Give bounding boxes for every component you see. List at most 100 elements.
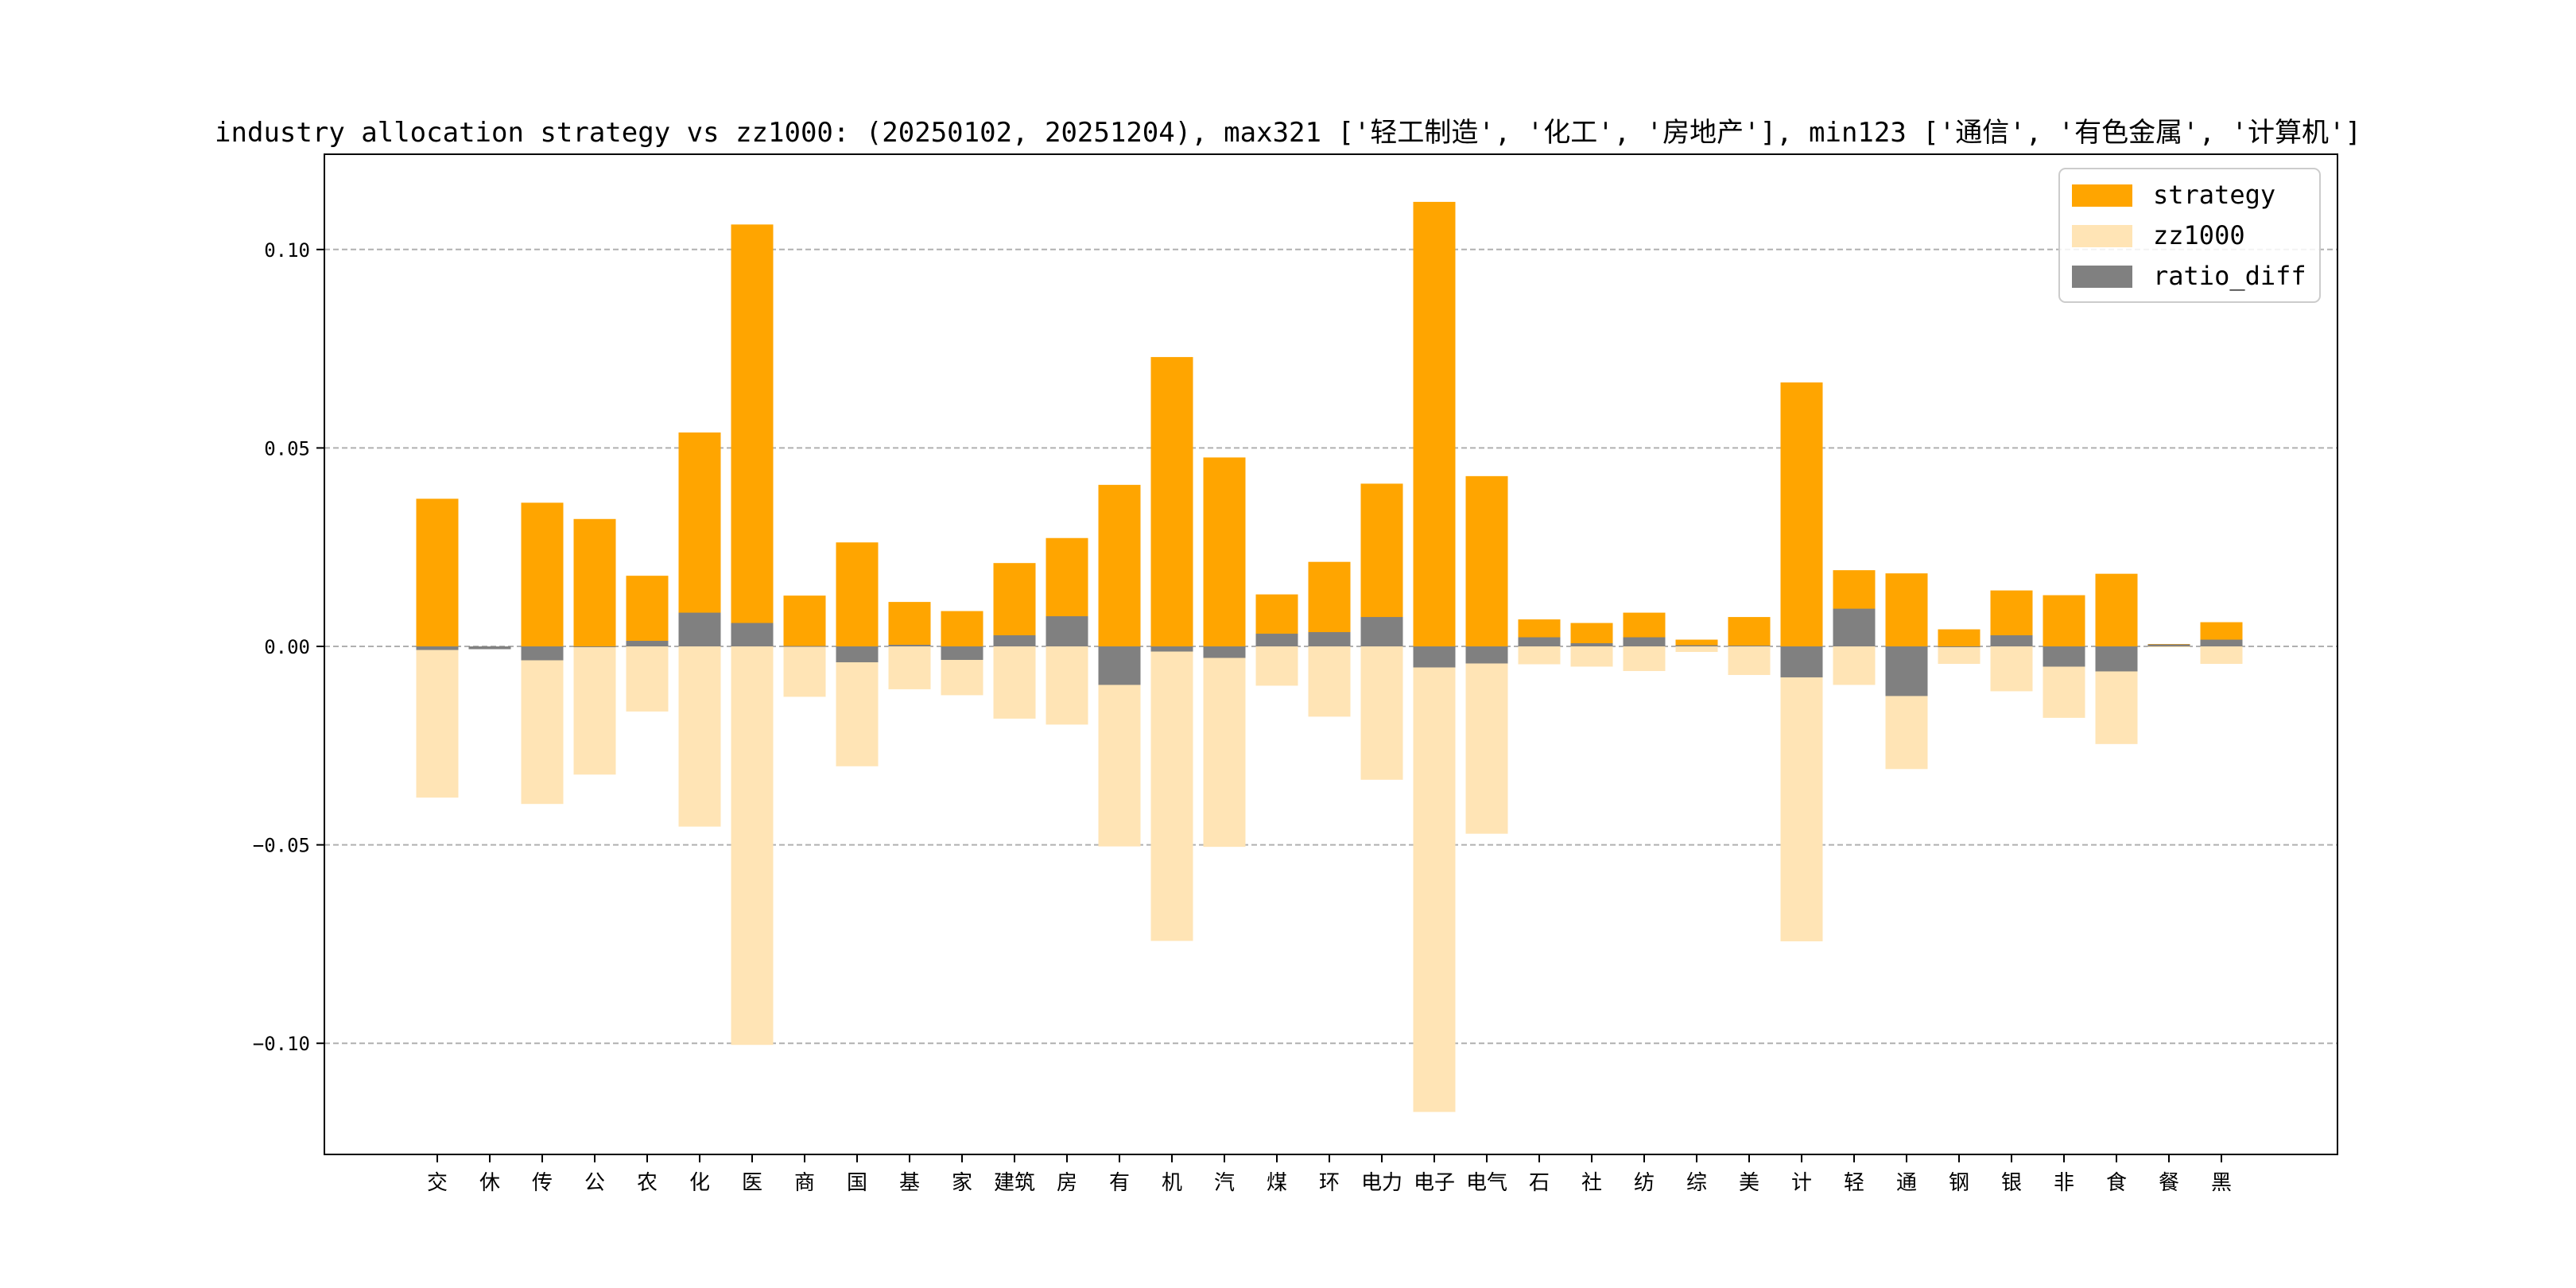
x-tick-label: 非 [2054, 1171, 2074, 1195]
bar-zz1000-传 [521, 646, 564, 805]
x-tick-label: 美 [1739, 1171, 1759, 1195]
x-tick-label: 计 [1791, 1171, 1812, 1195]
x-tick-label: 环 [1319, 1171, 1340, 1195]
legend-swatch-zz1000 [2072, 225, 2132, 247]
bar-ratio_diff-公 [573, 646, 616, 648]
bar-ratio_diff-交 [416, 646, 459, 650]
chart-title: industry allocation strategy vs zz1000: … [215, 117, 2361, 149]
bar-zz1000-汽 [1203, 646, 1246, 848]
bar-strategy-公 [573, 518, 616, 647]
bar-strategy-食 [2095, 573, 2138, 647]
bar-strategy-电气 [1465, 475, 1508, 647]
bar-ratio_diff-石 [1518, 637, 1561, 647]
x-tick-label: 石 [1529, 1171, 1550, 1195]
bar-strategy-有 [1098, 484, 1141, 647]
legend-label-ratio_diff: ratio_diff [2153, 261, 2306, 291]
x-tick-label: 农 [637, 1171, 658, 1195]
bar-zz1000-化 [678, 646, 721, 827]
bar-strategy-汽 [1203, 457, 1246, 647]
bar-ratio_diff-化 [678, 612, 721, 647]
legend-swatch-ratio_diff [2072, 266, 2132, 288]
x-tick-label: 食 [2106, 1171, 2127, 1195]
bar-ratio_diff-家 [941, 646, 983, 660]
bar-zz1000-建筑 [993, 646, 1036, 719]
x-tick-label: 煤 [1267, 1171, 1287, 1195]
x-tick-label: 电子 [1414, 1171, 1455, 1195]
bar-zz1000-纺 [1623, 646, 1666, 671]
bar-strategy-商 [783, 596, 826, 647]
bar-zz1000-银 [1990, 646, 2033, 692]
bar-ratio_diff-休 [468, 646, 511, 650]
bar-ratio_diff-医 [731, 623, 774, 647]
x-tick-label: 医 [742, 1171, 762, 1195]
bar-ratio_diff-钢 [1938, 646, 1980, 648]
bar-ratio_diff-环 [1308, 632, 1351, 647]
bar-ratio_diff-食 [2095, 646, 2138, 672]
bar-ratio_diff-非 [2043, 646, 2085, 667]
bar-zz1000-交 [416, 646, 459, 798]
bar-ratio_diff-电子 [1413, 646, 1456, 668]
x-tick-label: 纺 [1634, 1171, 1655, 1195]
bar-ratio_diff-餐 [2147, 644, 2190, 647]
bar-zz1000-农 [626, 646, 669, 712]
x-tick-label: 轻 [1844, 1171, 1864, 1195]
bar-strategy-交 [416, 499, 459, 647]
bar-zz1000-电气 [1465, 646, 1508, 834]
bar-strategy-机 [1150, 357, 1193, 647]
bar-zz1000-商 [783, 646, 826, 697]
x-tick-label: 房 [1057, 1171, 1077, 1195]
bar-ratio_diff-基 [888, 645, 931, 647]
bar-ratio_diff-电气 [1465, 646, 1508, 664]
bar-ratio_diff-通 [1885, 646, 1928, 696]
bar-strategy-通 [1885, 573, 1928, 647]
bar-zz1000-黑 [2200, 646, 2243, 664]
legend-swatch-strategy [2072, 184, 2132, 207]
bar-strategy-家 [941, 611, 983, 647]
legend: strategy zz1000 ratio_diff [2058, 168, 2321, 303]
bar-ratio_diff-国 [836, 646, 879, 662]
bar-zz1000-美 [1728, 646, 1771, 675]
bar-strategy-医 [731, 224, 774, 647]
bar-zz1000-餐 [2147, 646, 2190, 648]
x-tick-label: 黑 [2211, 1171, 2232, 1195]
bar-ratio_diff-建筑 [993, 635, 1036, 647]
x-tick-label: 传 [532, 1171, 553, 1195]
bar-ratio_diff-农 [626, 641, 669, 647]
bar-strategy-基 [888, 602, 931, 647]
y-axis-ticks: −0.10 −0.05 0.00 0.05 0.10 [253, 239, 324, 1055]
y-tick-label: 0.10 [264, 239, 310, 262]
bar-ratio_diff-银 [1990, 635, 2033, 647]
bar-strategy-传 [521, 502, 564, 647]
bar-strategy-钢 [1938, 629, 1980, 647]
bar-ratio_diff-计 [1780, 646, 1823, 677]
bar-strategy-建筑 [993, 563, 1036, 647]
bar-zz1000-公 [573, 646, 616, 775]
x-tick-label: 餐 [2159, 1171, 2179, 1195]
bar-zz1000-轻 [1833, 646, 1876, 685]
y-tick-label: 0.05 [264, 437, 310, 460]
x-tick-label: 休 [479, 1171, 500, 1195]
x-tick-label: 公 [584, 1171, 605, 1195]
bar-ratio_diff-汽 [1203, 646, 1246, 658]
bar-strategy-农 [626, 576, 669, 647]
bar-strategy-国 [836, 542, 879, 647]
bar-zz1000-钢 [1938, 646, 1980, 664]
bar-zz1000-煤 [1255, 646, 1298, 686]
bar-strategy-综 [1675, 639, 1718, 647]
bar-ratio_diff-电力 [1360, 617, 1403, 647]
bar-ratio_diff-机 [1150, 646, 1193, 652]
bar-ratio_diff-社 [1570, 643, 1613, 647]
x-tick-label: 银 [2001, 1171, 2022, 1195]
bar-strategy-非 [2043, 595, 2085, 647]
bar-zz1000-电子 [1413, 646, 1456, 1112]
bar-strategy-化 [678, 432, 721, 647]
bar-ratio_diff-轻 [1833, 608, 1876, 647]
x-tick-label: 化 [689, 1171, 710, 1195]
plot-area-frame [324, 153, 2338, 1155]
bar-zz1000-基 [888, 646, 931, 689]
y-tick-label: 0.00 [264, 636, 310, 658]
bar-zz1000-电力 [1360, 646, 1403, 780]
bar-zz1000-国 [836, 646, 879, 766]
y-tick-label: −0.05 [253, 835, 310, 857]
x-tick-label: 机 [1162, 1171, 1182, 1195]
